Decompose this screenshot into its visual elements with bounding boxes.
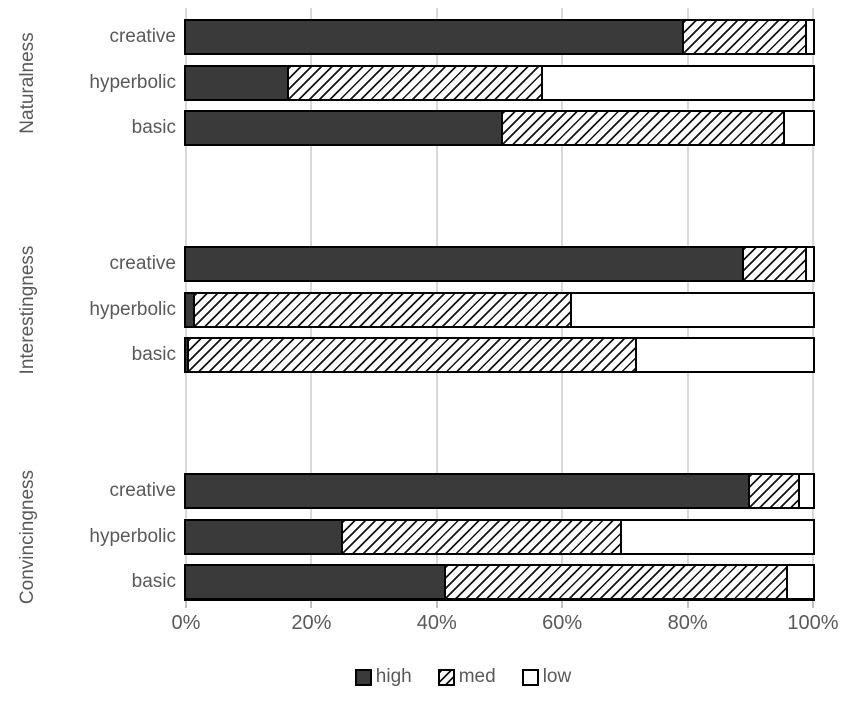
bar-segment-med: [195, 293, 572, 326]
row-label: basic: [131, 571, 176, 592]
x-tick-label: 80%: [667, 612, 708, 634]
x-tick: [686, 601, 689, 608]
x-tick-label: 0%: [171, 612, 201, 634]
bar-interestingness-basic: [184, 337, 815, 373]
bar-segment-med: [342, 520, 622, 553]
legend-swatch-low: [521, 668, 539, 686]
bar-segment-high: [186, 475, 751, 507]
bar-segment-high: [186, 248, 745, 280]
bar-segment-low: [571, 293, 813, 326]
legend-item-low: low: [521, 666, 572, 688]
bar-segment-med: [446, 566, 788, 598]
bar-segment-med: [189, 339, 638, 371]
bar-segment-low: [806, 21, 813, 53]
bar-segment-med: [502, 112, 785, 144]
bar-segment-med: [744, 248, 807, 280]
bar-segment-high: [186, 339, 190, 371]
x-tick: [185, 601, 187, 608]
row-label: hyperbolic: [89, 298, 176, 320]
legend-item-high: high: [354, 666, 412, 688]
row-label: creative: [109, 480, 176, 501]
x-tick: [435, 601, 438, 608]
row-label: hyperbolic: [89, 71, 176, 93]
bar-segment-high: [186, 293, 196, 326]
legend-label: high: [375, 666, 412, 687]
bar-segment-med: [684, 21, 807, 53]
legend-label: med: [458, 666, 496, 687]
x-tick-label: 60%: [542, 612, 583, 634]
row-label: creative: [109, 26, 176, 47]
bar-convincingness-hyperbolic: [184, 518, 815, 555]
bar-interestingness-creative: [184, 246, 815, 282]
bar-segment-high: [186, 520, 343, 553]
bar-segment-low: [543, 66, 813, 99]
legend-item-med: med: [437, 666, 496, 688]
legend-swatch-high: [354, 668, 372, 686]
bar-convincingness-creative: [184, 473, 815, 509]
bar-interestingness-hyperbolic: [184, 291, 815, 328]
x-tick-label: 20%: [291, 612, 332, 634]
bar-segment-low: [637, 339, 813, 371]
row-label: basic: [131, 117, 176, 138]
bar-segment-low: [806, 248, 813, 280]
x-axis-line: [184, 598, 815, 601]
row-label: hyperbolic: [89, 525, 176, 547]
legend-swatch-med: [437, 668, 455, 686]
x-tick: [812, 601, 814, 608]
bar-segment-med: [289, 66, 544, 99]
bar-segment-low: [621, 520, 813, 553]
legend: high med low: [136, 666, 790, 688]
bar-segment-low: [800, 475, 813, 507]
row-label: creative: [109, 253, 176, 274]
x-tick: [310, 601, 313, 608]
bar-segment-high: [186, 66, 290, 99]
bar-naturalness-basic: [184, 110, 815, 146]
bar-segment-med: [750, 475, 801, 507]
x-tick: [561, 601, 564, 608]
bar-naturalness-hyperbolic: [184, 64, 815, 101]
bar-segment-high: [186, 21, 685, 53]
bar-segment-high: [186, 566, 447, 598]
legend-label: low: [542, 666, 572, 687]
row-label: basic: [131, 344, 176, 365]
bar-convincingness-basic: [184, 564, 815, 600]
bar-naturalness-creative: [184, 19, 815, 55]
x-tick-label: 40%: [416, 612, 457, 634]
bar-segment-low: [787, 566, 813, 598]
bar-segment-high: [186, 112, 503, 144]
x-tick-label: 100%: [787, 612, 839, 634]
bar-segment-low: [784, 112, 813, 144]
